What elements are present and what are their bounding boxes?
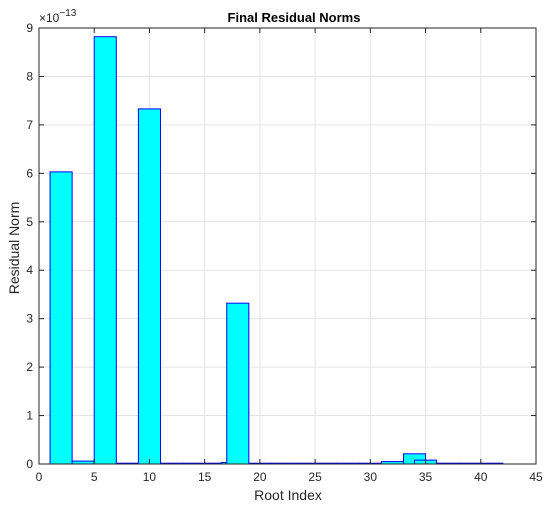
x-tick-label: 35	[419, 470, 433, 484]
y-tick-label: 5	[26, 215, 33, 229]
chart-title: Final Residual Norms	[228, 10, 361, 25]
grid-lines	[39, 28, 536, 464]
bar	[137, 108, 161, 465]
x-tick-label: 20	[253, 470, 267, 484]
x-tick-label: 25	[308, 470, 322, 484]
plot-frame	[38, 27, 537, 465]
y-axis-label: Residual Norm	[6, 202, 22, 295]
x-tick-label: 10	[143, 470, 157, 484]
y-tick-label: 1	[26, 409, 33, 423]
bar	[226, 302, 250, 465]
bar	[49, 171, 73, 465]
y-tick-label: 3	[26, 312, 33, 326]
y-exponent-power: −13	[59, 8, 76, 19]
y-tick-label: 9	[26, 21, 33, 35]
y-tick-label: 7	[26, 118, 33, 132]
x-tick-label: 40	[474, 470, 488, 484]
y-tick-label: 0	[26, 457, 33, 471]
y-exponent-base: ×10	[39, 11, 60, 25]
y-tick-label: 8	[26, 69, 33, 83]
x-tick-label: 30	[364, 470, 378, 484]
x-axis-label: Root Index	[254, 487, 322, 503]
bar	[93, 36, 117, 465]
x-tick-label: 0	[36, 470, 43, 484]
x-tick-label: 5	[91, 470, 98, 484]
plot-area	[39, 28, 536, 464]
y-axis-multiplier: ×10−13	[39, 8, 77, 25]
y-tick-label: 4	[26, 263, 33, 277]
x-tick-label: 45	[529, 470, 543, 484]
y-tick-label: 2	[26, 360, 33, 374]
y-tick-label: 6	[26, 166, 33, 180]
x-tick-label: 15	[198, 470, 212, 484]
